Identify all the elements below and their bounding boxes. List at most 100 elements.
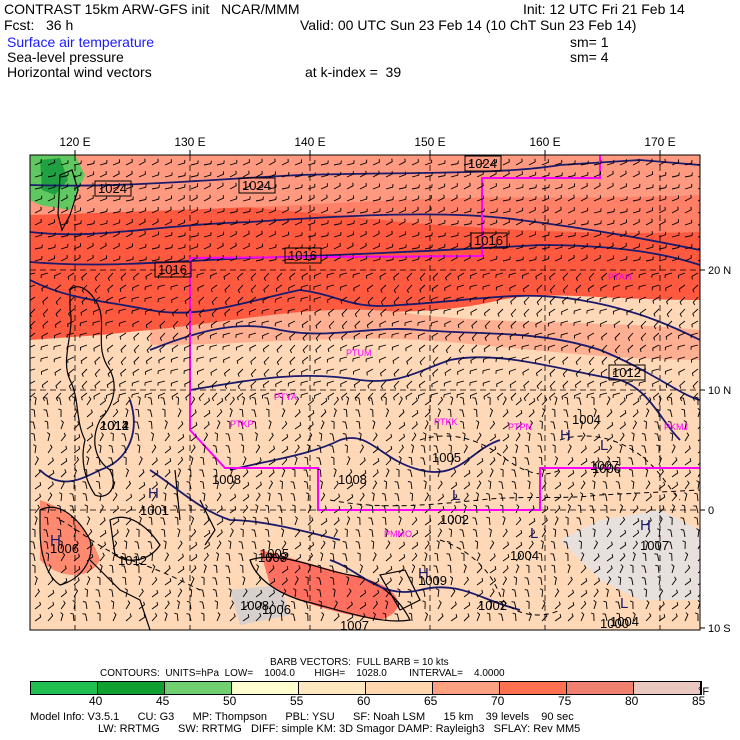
wind-barb <box>132 368 140 376</box>
wind-barb <box>237 284 244 294</box>
wind-barb <box>46 504 51 514</box>
wind-barb <box>47 195 55 202</box>
wind-barb <box>437 172 446 178</box>
wind-barb <box>144 284 153 291</box>
isobar-label: 1000 <box>600 616 629 631</box>
wind-barb <box>112 505 119 514</box>
wind-barb <box>424 232 433 238</box>
wind-barb <box>327 296 335 303</box>
wind-barb <box>554 244 563 250</box>
wind-barb <box>47 564 52 574</box>
wind-barb <box>346 208 355 214</box>
wind-barb <box>394 493 400 502</box>
wind-barb <box>60 194 68 202</box>
wind-barb <box>81 272 88 281</box>
wind-barb <box>138 576 142 586</box>
wind-barb <box>60 420 64 430</box>
wind-barb <box>476 445 483 454</box>
wind-barb <box>524 577 530 586</box>
wind-barb <box>216 208 225 214</box>
wind-barb <box>164 552 170 562</box>
wind-barb <box>34 184 43 190</box>
wind-barb <box>458 332 465 341</box>
wind-barb <box>222 332 231 338</box>
wind-barb <box>405 344 413 352</box>
wind-barb <box>512 456 517 466</box>
wind-barb <box>80 392 88 401</box>
wind-barb <box>294 206 302 214</box>
wind-barb <box>332 540 336 550</box>
wind-barb <box>684 577 692 586</box>
wind-barb <box>574 332 582 339</box>
wind-barb <box>561 296 569 305</box>
wind-barb <box>203 397 211 406</box>
wind-barb <box>469 380 478 386</box>
wind-barb <box>302 332 309 341</box>
wind-barb <box>171 392 179 400</box>
wind-barb <box>367 380 374 389</box>
wind-barb <box>619 421 626 430</box>
wind-barb <box>418 392 426 399</box>
wind-barb <box>424 612 429 622</box>
wind-barb <box>463 589 471 598</box>
wind-barb <box>483 296 491 303</box>
wind-barb <box>359 504 363 514</box>
wind-barb <box>355 529 361 538</box>
wind-barb <box>593 254 601 262</box>
wind-barb <box>472 397 478 406</box>
wind-barb <box>60 243 69 250</box>
wind-barb <box>47 206 55 214</box>
wind-barb <box>499 504 504 514</box>
wind-barb <box>281 420 288 430</box>
wind-barb <box>268 244 277 250</box>
wind-barb <box>287 380 296 387</box>
wind-barb <box>229 220 238 226</box>
wind-barb <box>224 284 231 293</box>
wind-barb <box>229 170 237 178</box>
wind-barb <box>580 171 589 178</box>
wind-barb <box>580 220 589 226</box>
wind-barb <box>457 320 465 329</box>
wind-barb <box>60 232 69 238</box>
wind-barb <box>528 184 537 190</box>
wind-barb <box>82 613 88 622</box>
wind-barb <box>456 296 465 302</box>
wind-barb <box>96 576 101 586</box>
wind-barb <box>190 541 198 550</box>
wind-barb <box>421 468 426 478</box>
wind-barb <box>34 172 43 178</box>
wind-barb <box>151 231 159 238</box>
wind-barb <box>214 600 218 610</box>
wind-barb <box>450 516 455 526</box>
wind-barb <box>599 380 608 387</box>
wind-barb <box>99 552 105 562</box>
wind-barb <box>601 344 608 354</box>
wind-barb <box>463 564 467 574</box>
isobar-label: 1016 <box>474 233 503 248</box>
wind-barb <box>223 356 231 363</box>
wind-barb <box>82 601 88 610</box>
wind-barb <box>279 396 283 406</box>
wind-barb <box>346 195 354 202</box>
wind-barb <box>326 284 335 290</box>
wind-barb <box>641 445 647 454</box>
wind-barb <box>393 296 400 305</box>
isobar-label: 1007 <box>640 538 669 553</box>
wind-barb <box>502 158 510 166</box>
wind-barb <box>174 612 179 622</box>
wind-barb <box>281 445 289 454</box>
wind-barb <box>106 392 114 399</box>
wind-barb <box>692 380 699 389</box>
wind-barb <box>684 457 692 466</box>
wind-barb <box>145 356 153 365</box>
wind-barb <box>619 444 623 454</box>
wind-barb <box>476 432 482 442</box>
wind-barb <box>522 332 530 339</box>
wind-barb <box>94 272 101 281</box>
wind-barb <box>463 171 472 178</box>
wind-barb <box>340 296 348 304</box>
wind-barb <box>528 409 535 418</box>
wind-barb <box>145 308 153 315</box>
wind-barb <box>612 284 621 291</box>
